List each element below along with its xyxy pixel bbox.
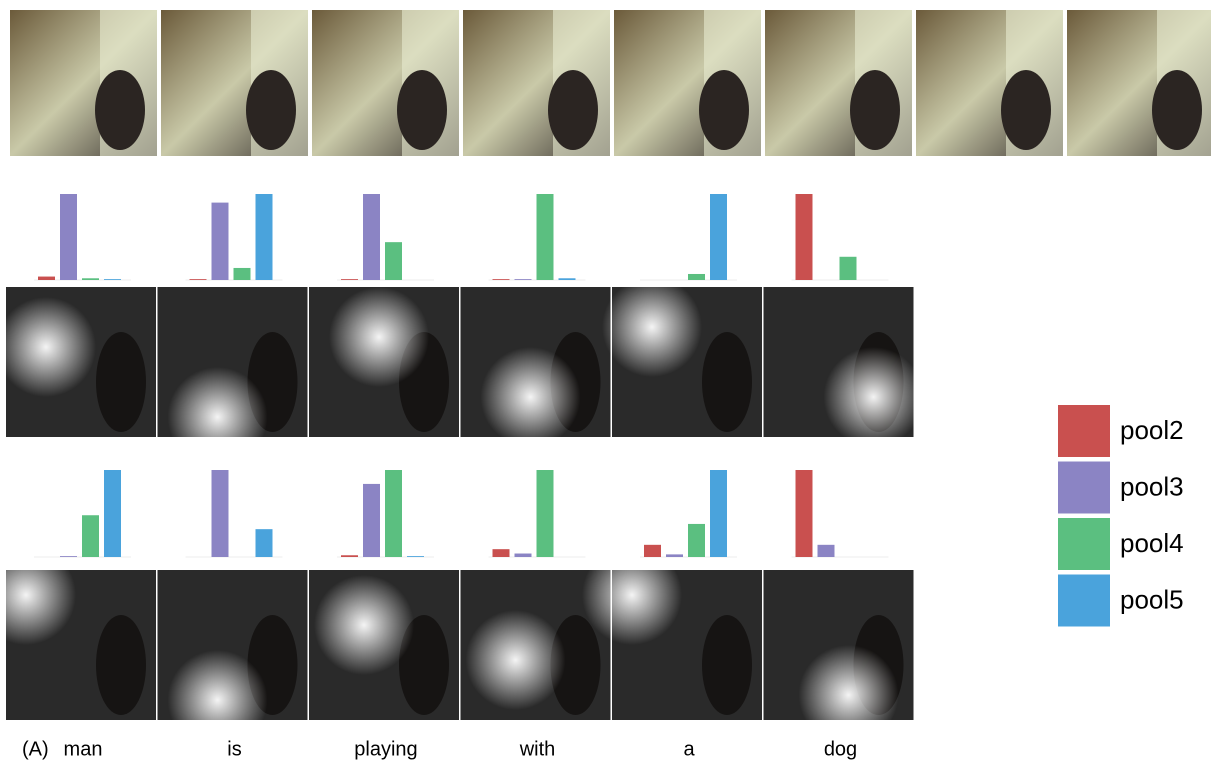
frame-dog [1152,70,1202,150]
bar [212,470,229,557]
bar [515,554,532,557]
word-label: playing [354,738,417,760]
word-label: man [64,738,103,760]
legend-swatch [1058,462,1110,514]
frame-dog [850,70,900,150]
word-label: dog [824,738,857,760]
bar [256,529,273,557]
bar [493,279,510,280]
attention-spot [582,545,682,645]
bar [212,203,229,280]
bar [60,194,77,280]
bar [363,484,380,557]
legend-swatch [1058,575,1110,627]
frame-dog [246,70,296,150]
bar [256,194,273,280]
attention-spot [0,297,96,397]
attention-spot [168,367,268,467]
bar [688,274,705,280]
bar [60,556,77,557]
legend-swatch [1058,518,1110,570]
bar [493,549,510,557]
image-figure [96,615,146,715]
legend-label: pool2 [1120,415,1184,445]
bar [234,268,251,280]
bar [644,545,661,557]
bar [515,279,532,280]
word-label: with [519,738,556,760]
attention-spot [314,575,414,675]
legend-label: pool4 [1120,528,1184,558]
bar [38,277,55,280]
attention-spot [602,277,702,377]
legend-swatch [1058,405,1110,457]
bar [82,278,99,280]
bar [385,470,402,557]
bar [537,194,554,280]
bar [710,194,727,280]
bar [190,279,207,280]
bar [666,554,683,557]
figure: (A) man is playing with a dog pool2 pool3 pool4 p… [0,0,1211,764]
attention-spot [481,347,581,447]
attention-spot [329,287,429,387]
frame-dog [95,70,145,150]
bar [840,257,857,280]
bar [796,194,813,280]
bar [104,470,121,557]
bar [559,278,576,280]
legend-label: pool5 [1120,584,1184,614]
attention-spot [824,347,924,447]
bar [818,545,835,557]
bar [341,555,358,557]
image-figure [96,332,146,432]
bar [363,194,380,280]
frame-dog [1001,70,1051,150]
image-figure [702,332,752,432]
frame-dog [548,70,598,150]
image-figure [702,615,752,715]
bar [341,279,358,280]
bar [796,470,813,557]
panel-label: (A) [22,738,49,760]
legend-label: pool3 [1120,471,1184,501]
frame-dog [397,70,447,150]
bar [688,524,705,557]
bar [537,470,554,557]
frame-dog [699,70,749,150]
word-label: a [683,738,695,760]
bar [407,556,424,557]
attention-spot [466,610,566,710]
bar [104,279,121,280]
word-label: is [227,738,241,760]
attention-spot [799,645,899,745]
bar [385,242,402,280]
attention-spot [168,650,268,750]
bar [82,515,99,557]
bar [710,470,727,557]
